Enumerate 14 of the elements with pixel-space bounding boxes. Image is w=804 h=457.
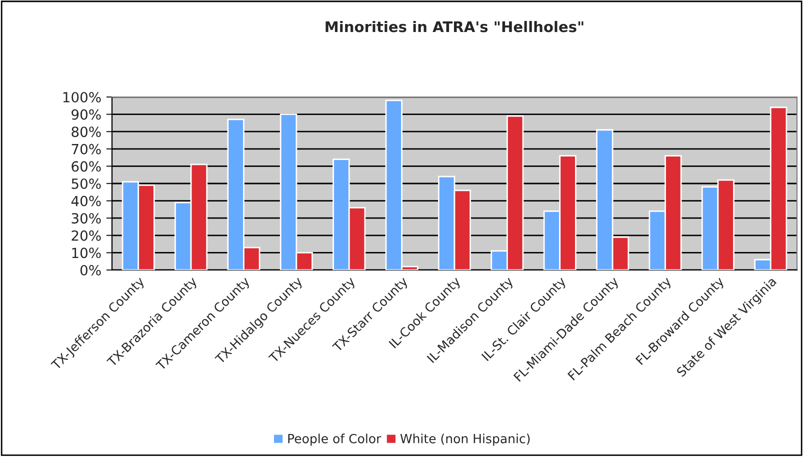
y-tick-label: 10% [72,248,101,258]
y-tick-label: 20% [72,230,101,241]
chart-title: Minorities in ATRA's "Hellholes" [326,20,584,32]
legend-label: White (non Hispanic) [400,434,530,446]
y-tick-label: 50% [72,178,101,189]
y-tick-label: 80% [72,126,101,138]
y-tick-label: 60% [72,161,101,172]
y-tick-label: 90% [72,109,101,120]
y-tick-label: 30% [72,213,101,224]
y-tick-label: 0% [80,264,101,276]
legend-label: People of Color [288,434,382,446]
y-tick-label: 70% [72,144,101,154]
y-tick-label: 40% [71,196,101,206]
y-tick-label: 100% [63,92,101,102]
